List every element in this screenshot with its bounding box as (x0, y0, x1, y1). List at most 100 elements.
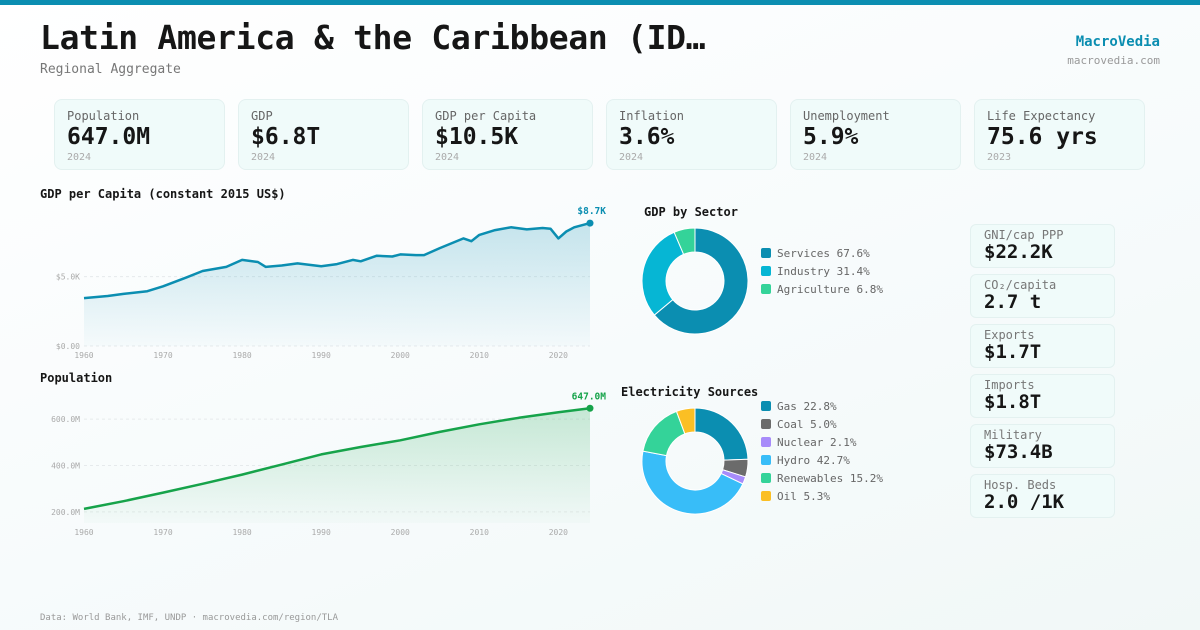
electricity-legend-item-gas: Gas 22.8% (761, 397, 883, 415)
population-chart-title: Population (40, 371, 113, 385)
gdp-x-tick-label: 1990 (312, 351, 331, 360)
kpi-card-inflation: Inflation 3.6% 2024 (606, 99, 777, 170)
electricity-slice-hydro (641, 450, 744, 515)
legend-swatch (761, 473, 771, 483)
kpi-label: Unemployment (803, 109, 890, 123)
page-subtitle: Regional Aggregate (40, 62, 181, 77)
top-accent-bar (0, 0, 1200, 5)
kpi-label: Life Expectancy (987, 109, 1096, 123)
stat-card-military: Military $73.4B (970, 424, 1115, 468)
kpi-value: $6.8T (251, 124, 321, 150)
page-title: Latin America & the Caribbean (ID… (40, 18, 706, 57)
population-x-tick-label: 2020 (549, 528, 568, 537)
kpi-value: $10.5K (435, 124, 519, 150)
legend-label: Hydro 42.7% (777, 453, 850, 467)
kpi-year: 2024 (803, 152, 828, 163)
sector-legend-item-services: Services 67.6% (761, 244, 883, 262)
electricity-legend-item-oil: Oil 5.3% (761, 487, 883, 505)
kpi-value: 647.0M (67, 124, 151, 150)
gdp-x-tick-label: 1960 (74, 351, 93, 360)
gdp-end-label: $8.7K (577, 206, 606, 217)
stat-card-hospital-beds: Hosp. Beds 2.0 /1K (970, 474, 1115, 518)
kpi-year: 2024 (435, 152, 460, 163)
kpi-year: 2024 (67, 152, 92, 163)
legend-label: Services 67.6% (777, 246, 870, 260)
side-stats: GNI/cap PPP $22.2K CO₂/capita 2.7 t Expo… (970, 224, 1115, 518)
sector-slice-agriculture (673, 227, 696, 255)
population-end-label: 647.0M (572, 391, 607, 402)
population-x-tick-label: 1970 (153, 528, 172, 537)
electricity-chart-title: Electricity Sources (621, 385, 759, 399)
kpi-label: Population (67, 109, 140, 123)
stat-card-imports: Imports $1.8T (970, 374, 1115, 418)
electricity-legend-item-nuclear: Nuclear 2.1% (761, 433, 883, 451)
legend-label: Gas 22.8% (777, 399, 837, 413)
gdp-x-tick-label: 2020 (549, 351, 568, 360)
kpi-value: 75.6 yrs (987, 124, 1098, 150)
brand-url[interactable]: macrovedia.com (1067, 54, 1160, 67)
stat-label: Military (984, 428, 1042, 442)
gdp-area (84, 223, 590, 346)
population-y-tick-label: 600.0M (51, 415, 80, 424)
sector-legend-item-industry: Industry 31.4% (761, 262, 883, 280)
sector-chart-title: GDP by Sector (644, 205, 738, 219)
gdp-x-tick-label: 2000 (391, 351, 410, 360)
stat-card-exports: Exports $1.7T (970, 324, 1115, 368)
gdp-x-tick-label: 1970 (153, 351, 172, 360)
legend-label: Nuclear 2.1% (777, 435, 857, 449)
electricity-legend: Gas 22.8% Coal 5.0% Nuclear 2.1% Hydro 42.7… (761, 397, 883, 505)
stat-label: Imports (984, 378, 1035, 392)
brand-name[interactable]: MacroVedia (1075, 34, 1160, 50)
gdp-by-sector-donut (641, 227, 749, 335)
kpi-card-gdp: GDP $6.8T 2024 (238, 99, 409, 170)
sector-slice-industry (641, 231, 685, 316)
kpi-year: 2024 (619, 152, 644, 163)
stat-value: $73.4B (984, 441, 1053, 463)
gdp-x-tick-label: 2010 (470, 351, 489, 360)
electricity-legend-item-hydro: Hydro 42.7% (761, 451, 883, 469)
kpi-year: 2024 (251, 152, 276, 163)
legend-label: Oil 5.3% (777, 489, 830, 503)
legend-swatch (761, 266, 771, 276)
kpi-card-unemployment: Unemployment 5.9% 2024 (790, 99, 961, 170)
population-x-tick-label: 1960 (74, 528, 93, 537)
legend-swatch (761, 437, 771, 447)
kpi-card-population: Population 647.0M 2024 (54, 99, 225, 170)
legend-label: Industry 31.4% (777, 264, 870, 278)
stat-card-co2: CO₂/capita 2.7 t (970, 274, 1115, 318)
population-x-tick-label: 1980 (232, 528, 251, 537)
kpi-label: GDP per Capita (435, 109, 537, 123)
stat-label: CO₂/capita (984, 278, 1057, 292)
kpi-year: 2023 (987, 152, 1012, 163)
legend-swatch (761, 419, 771, 429)
gdp-point (586, 219, 594, 227)
gdp-y-tick-label: $5.0K (56, 273, 80, 282)
sector-slice-services (653, 227, 749, 335)
footer-source: Data: World Bank, IMF, UNDP · macrovedia… (40, 613, 339, 623)
brand: MacroVedia macrovedia.com (1067, 34, 1160, 67)
population-y-tick-label: 200.0M (51, 508, 80, 517)
electricity-legend-item-coal: Coal 5.0% (761, 415, 883, 433)
electricity-slice-gas (694, 407, 749, 461)
kpi-row: Population 647.0M 2024 GDP $6.8T 2024 GD… (54, 99, 1145, 170)
population-chart: 200.0M 400.0M 600.0M 1960 1970 1980 1990 2000 20… (51, 391, 607, 537)
kpi-card-life-expectancy: Life Expectancy 75.6 yrs 2023 (974, 99, 1145, 170)
legend-label: Coal 5.0% (777, 417, 837, 431)
legend-swatch (761, 455, 771, 465)
stat-value: $1.7T (984, 341, 1042, 363)
gdp-line (83, 221, 591, 300)
population-x-tick-label: 1990 (312, 528, 331, 537)
stat-label: Hosp. Beds (984, 478, 1057, 492)
electricity-legend-item-renewables: Renewables 15.2% (761, 469, 883, 487)
stat-value: $1.8T (984, 391, 1042, 413)
gdp-per-capita-chart: $0.00 $5.0K 1960 1970 1980 1990 2000 2010 2020 $8… (56, 206, 606, 360)
stat-card-gni: GNI/cap PPP $22.2K (970, 224, 1115, 268)
kpi-card-gdp-per-capita: GDP per Capita $10.5K 2024 (422, 99, 593, 170)
stat-label: Exports (984, 328, 1035, 342)
stat-value: $22.2K (984, 241, 1053, 263)
legend-swatch (761, 284, 771, 294)
kpi-label: Inflation (619, 109, 685, 123)
population-x-tick-label: 2010 (470, 528, 489, 537)
legend-label: Renewables 15.2% (777, 471, 883, 485)
electricity-slice-oil (675, 407, 696, 435)
